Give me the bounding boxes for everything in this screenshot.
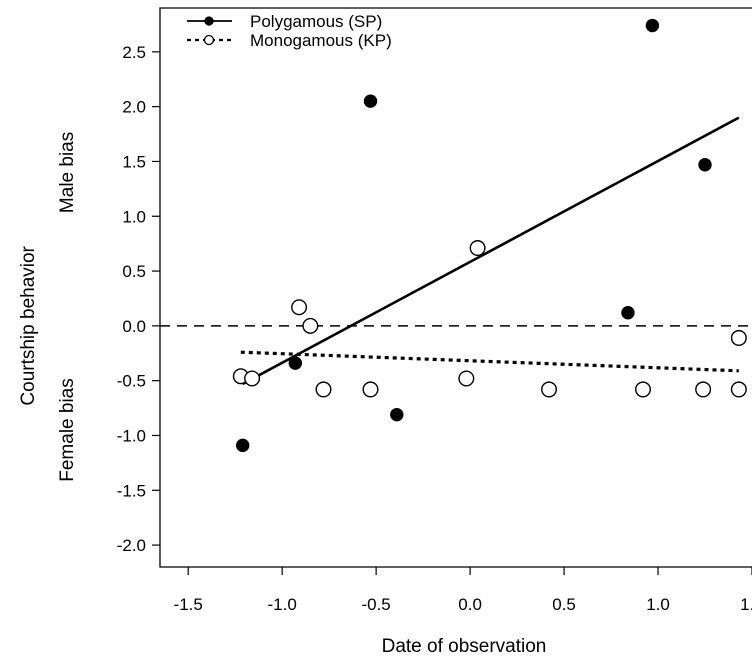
data-point-monogamous [244, 370, 261, 387]
data-point-polygamous [390, 407, 404, 422]
data-point-monogamous [695, 381, 712, 398]
data-point-polygamous [363, 94, 378, 108]
plot-area: -1.5 -1.0 -0.5 0.0 0.5 1.0 1.5 -2.0 -1.5 -1.0 -0.5… [18, 7, 752, 657]
data-point-monogamous [469, 240, 486, 257]
x-tick-label: 0.5 [552, 595, 576, 614]
y-tick-label: 1.5 [122, 152, 146, 171]
plot-frame [159, 7, 752, 568]
x-tick-label: -1.0 [268, 595, 297, 614]
data-point-monogamous [730, 381, 747, 398]
x-tick-label: 1.5 [740, 595, 752, 614]
data-point-polygamous [288, 356, 303, 370]
y-tick-label: 0.0 [122, 317, 146, 336]
y-tick-label: -2.0 [117, 536, 146, 555]
fit-line-monogamous [240, 350, 739, 373]
legend-marker [203, 34, 215, 46]
y-axis-label-male-bias: Male bias [57, 132, 78, 213]
x-tick-label: -0.5 [361, 595, 390, 614]
data-point-monogamous [541, 381, 558, 398]
x-tick-label: -1.5 [174, 595, 203, 614]
y-axis-title: Courtship behavior [18, 245, 39, 405]
legend: Polygamous (SP)Monogamous (KP) [187, 12, 392, 50]
legend-label: Polygamous (SP) [250, 12, 382, 31]
x-axis-title: Date of observation [382, 636, 547, 657]
data-point-monogamous [291, 299, 308, 316]
y-axis-label-female-bias: Female bias [57, 378, 78, 482]
data-point-monogamous [458, 370, 475, 387]
data-point-polygamous [621, 306, 635, 320]
data-point-polygamous [645, 18, 660, 33]
y-tick-label: 0.5 [122, 262, 146, 281]
data-point-monogamous [730, 329, 747, 346]
y-tick-label: -1.0 [117, 426, 146, 445]
data-point-monogamous [315, 381, 332, 398]
legend-label: Monogamous (KP) [250, 31, 392, 50]
data-point-monogamous [634, 381, 651, 398]
x-tick-label: 1.0 [646, 595, 670, 614]
legend-marker [204, 16, 214, 26]
data-point-monogamous [362, 381, 379, 398]
data-point-polygamous [698, 158, 712, 172]
y-tick-label: 2.0 [122, 98, 146, 117]
y-tick-label: -1.5 [117, 481, 146, 500]
y-tick-label: 2.5 [122, 43, 146, 62]
data-point-monogamous [302, 317, 319, 334]
fit-line-polygamous [242, 116, 740, 386]
data-point-polygamous [235, 438, 250, 453]
x-tick-label: 0.0 [458, 595, 482, 614]
y-tick-label: -0.5 [117, 372, 146, 391]
y-tick-label: 1.0 [122, 207, 146, 226]
